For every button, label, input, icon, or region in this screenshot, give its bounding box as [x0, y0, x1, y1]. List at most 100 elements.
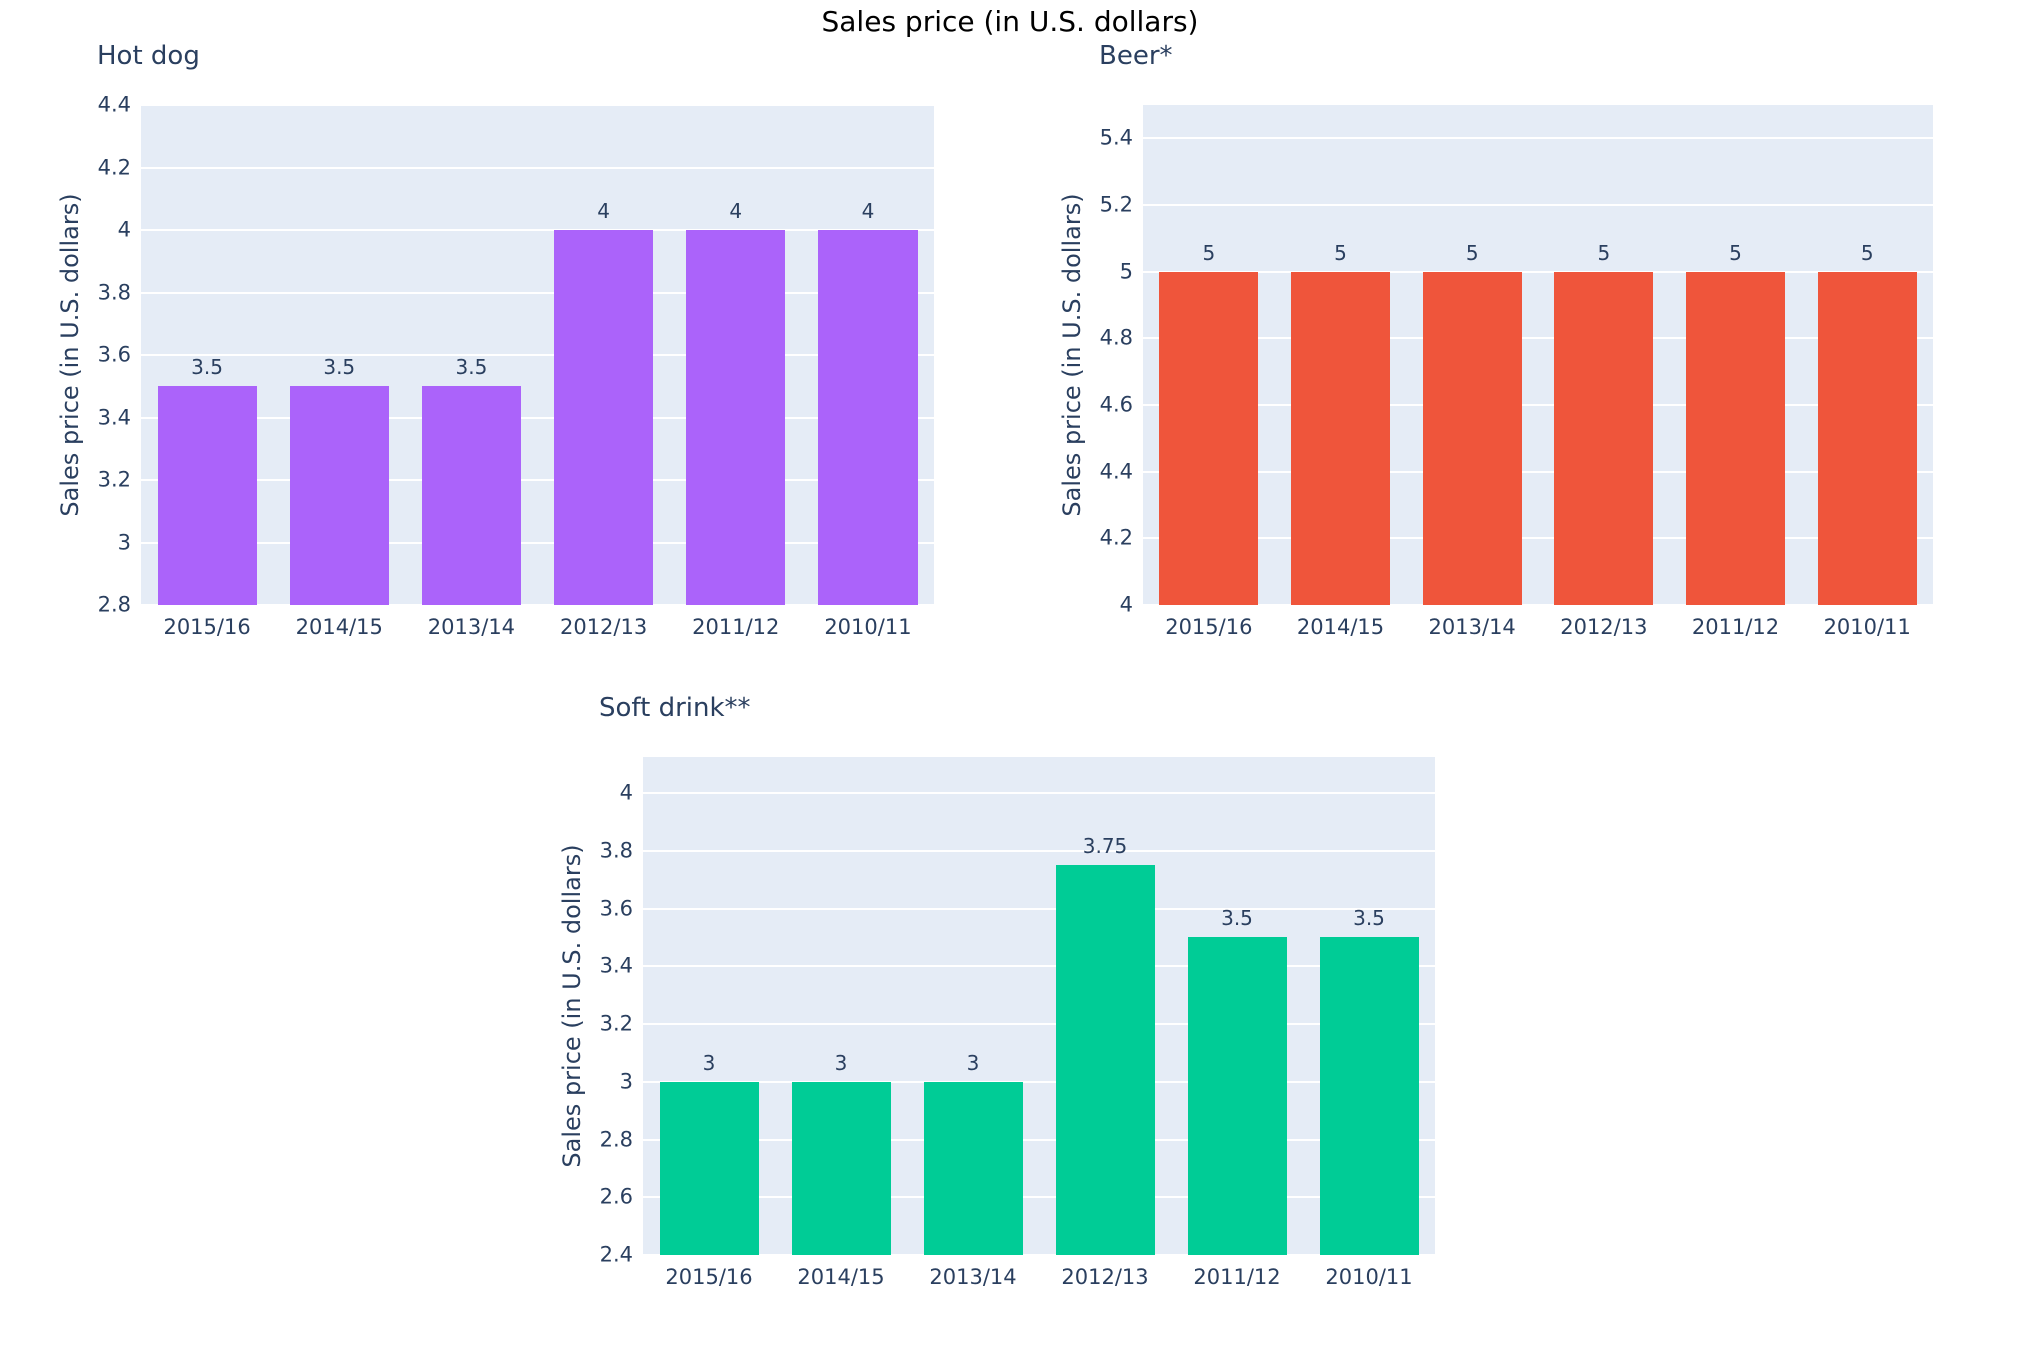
bar-value-label: 4 — [861, 199, 875, 223]
figure-title: Sales price (in U.S. dollars) — [821, 5, 1199, 38]
gridline — [141, 166, 934, 169]
y-tick-label: 3.2 — [599, 1011, 633, 1036]
gridline — [643, 1080, 1435, 1083]
x-tick-label: 2011/12 — [1193, 1265, 1281, 1289]
x-tick-label: 2015/16 — [1165, 615, 1253, 639]
bar-value-label: 4 — [729, 199, 743, 223]
soft-drink-chart-title: Soft drink** — [599, 693, 751, 723]
gridline — [643, 792, 1435, 795]
y-tick-label: 3.6 — [599, 896, 633, 921]
bar — [1055, 865, 1155, 1255]
beer-chart: Beer* Sales price (in U.S. dollars) 5 201… — [1058, 41, 1933, 638]
bar-value-label: 3.5 — [1353, 906, 1385, 931]
bar-slot: 3 2015/16 — [643, 757, 775, 1288]
x-tick-label: 2010/11 — [1325, 1265, 1413, 1289]
bar-slot: 5 2012/13 — [1538, 105, 1670, 638]
x-tick-label: 2015/16 — [665, 1265, 753, 1289]
bar — [818, 230, 918, 605]
hot-dog-plot-area: 3.5 2015/16 3.5 2014/15 3.5 2013/14 4 2012/13 4 2… — [141, 104, 934, 638]
bar-value-label: 3 — [834, 1050, 848, 1075]
bar-slot: 5 2015/16 — [1143, 105, 1275, 638]
bar — [1187, 937, 1287, 1255]
hot-dog-chart: Hot dog Sales price (in U.S. dollars) 3.… — [56, 41, 934, 638]
y-tick-label: 3.2 — [97, 467, 131, 492]
y-tick-label: 3.4 — [97, 405, 131, 429]
gridline — [141, 354, 934, 356]
y-tick-label: 3.8 — [599, 838, 633, 863]
y-tick-label: 4 — [619, 780, 633, 805]
gridline — [141, 291, 934, 294]
gridline — [643, 1254, 1435, 1256]
bar — [1422, 271, 1522, 605]
x-tick-label: 2012/13 — [1061, 1265, 1149, 1289]
bar — [421, 386, 521, 605]
gridline — [1143, 204, 1933, 206]
bars-layer: 3.5 2015/16 3.5 2014/15 3.5 2013/14 4 2012/13 4 2… — [141, 105, 934, 638]
gridline — [1143, 604, 1933, 606]
gridline — [141, 479, 934, 481]
gridline — [643, 965, 1435, 968]
y-tick-label: 5.2 — [1099, 192, 1133, 217]
y-tick-label: 3.8 — [97, 280, 131, 304]
y-tick-label: 2.6 — [599, 1184, 633, 1209]
bar-slot: 5 2010/11 — [1801, 105, 1933, 638]
gridline — [1143, 470, 1933, 473]
x-tick-label: 2012/13 — [1560, 615, 1648, 639]
bar-slot: 3.5 2015/16 — [141, 105, 273, 638]
x-tick-label: 2014/15 — [1296, 615, 1385, 639]
gridline — [141, 229, 934, 231]
hot-dog-chart-title: Hot dog — [97, 41, 200, 71]
bar-slot: 3 2013/14 — [907, 757, 1039, 1288]
bar — [1319, 937, 1419, 1255]
y-tick-label: 4.8 — [1099, 325, 1133, 350]
bar-slot: 3.75 2012/13 — [1039, 757, 1171, 1288]
bar — [1686, 271, 1785, 605]
bar — [554, 230, 654, 605]
gridline — [141, 416, 934, 419]
gridline — [141, 604, 934, 606]
bar — [289, 386, 389, 605]
bar — [791, 1081, 891, 1255]
bar-value-label: 5 — [1729, 240, 1742, 265]
y-tick-label: 4 — [1119, 592, 1133, 617]
x-tick-label: 2013/14 — [929, 1265, 1017, 1289]
beer-y-axis-label: Sales price (in U.S. dollars) — [1058, 193, 1086, 517]
bar-value-label: 5 — [1465, 240, 1479, 265]
y-tick-label: 4.4 — [1099, 459, 1133, 484]
x-tick-label: 2011/12 — [1691, 615, 1780, 639]
x-tick-label: 2014/15 — [295, 615, 383, 639]
y-tick-label: 4.2 — [97, 155, 131, 179]
y-tick-label: 4 — [117, 217, 131, 242]
gridline — [141, 541, 934, 544]
bar-value-label: 3.5 — [191, 355, 223, 380]
y-tick-label: 3 — [619, 1069, 633, 1094]
x-tick-label: 2012/13 — [559, 615, 648, 639]
bar — [157, 386, 257, 605]
x-tick-label: 2014/15 — [797, 1265, 885, 1289]
bar-value-label: 3.75 — [1082, 834, 1128, 859]
y-tick-label: 3.6 — [97, 342, 131, 367]
bar-slot: 3.5 2011/12 — [1171, 757, 1303, 1288]
bar-slot: 4 2011/12 — [670, 105, 802, 638]
y-tick-label: 5 — [1119, 259, 1133, 284]
bar-value-label: 3 — [966, 1050, 980, 1075]
gridline — [643, 1138, 1435, 1141]
bar-value-label: 4 — [597, 199, 610, 223]
gridline — [1143, 404, 1933, 406]
bar — [1554, 271, 1654, 605]
bar-value-label: 5 — [1202, 240, 1216, 265]
bar — [923, 1081, 1023, 1255]
y-tick-label: 3 — [117, 530, 131, 554]
bar-slot: 4 2010/11 — [802, 105, 934, 638]
y-tick-label: 4.6 — [1099, 392, 1133, 417]
gridline — [643, 1023, 1435, 1026]
bar-slot: 5 2013/14 — [1406, 105, 1538, 638]
gridline — [643, 907, 1435, 910]
gridline — [643, 849, 1435, 852]
bar — [1159, 271, 1259, 605]
gridline — [141, 104, 934, 106]
x-tick-label: 2015/16 — [163, 615, 251, 639]
y-tick-label: 3.4 — [599, 953, 633, 978]
bar-value-label: 5 — [1597, 240, 1611, 265]
